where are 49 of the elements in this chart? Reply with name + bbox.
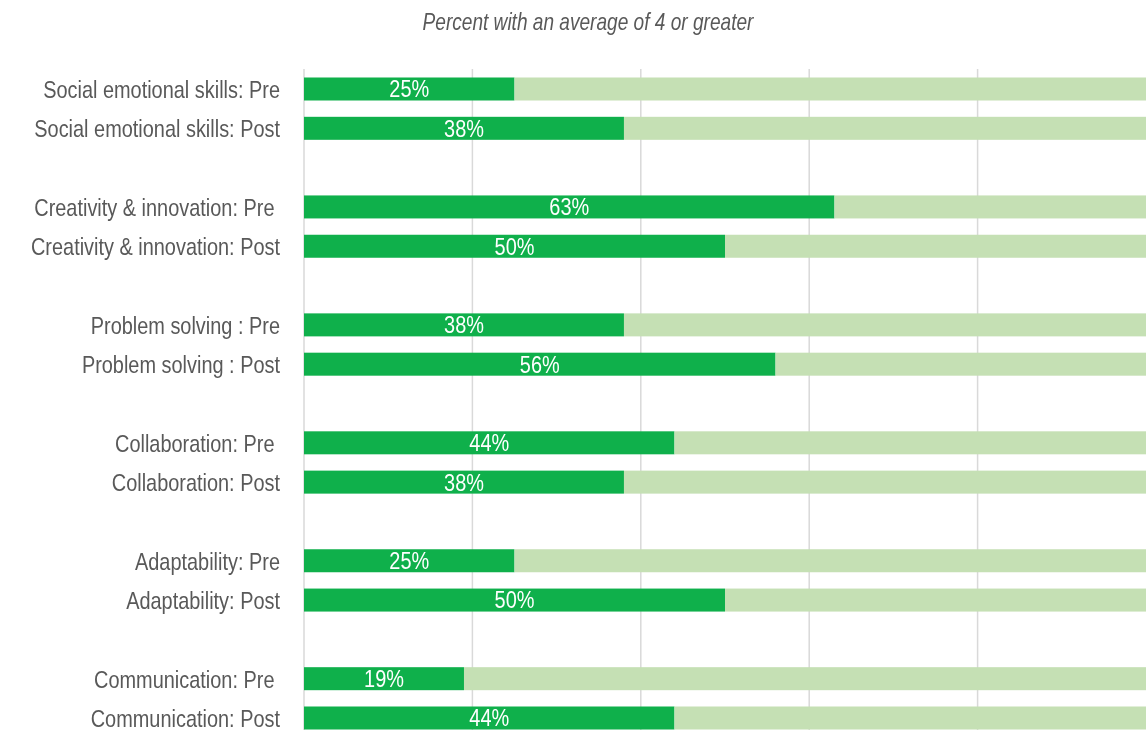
bar <box>304 77 515 101</box>
bar <box>304 234 725 258</box>
bar <box>725 588 1146 612</box>
bar <box>623 470 1146 494</box>
bar <box>725 234 1146 258</box>
bar <box>674 706 1146 730</box>
bar <box>304 116 624 140</box>
data-label: 38% <box>444 311 484 339</box>
data-label: 44% <box>469 429 510 457</box>
data-label: 56% <box>519 350 560 379</box>
y-tick-label: Adaptability: Pre <box>134 547 280 576</box>
bar <box>623 116 1146 140</box>
data-label: 50% <box>494 586 535 614</box>
data-label: 25% <box>389 75 430 103</box>
data-label: 38% <box>444 114 484 143</box>
y-tick-label: Creativity & innovation: Pre <box>34 194 280 222</box>
data-label: 25% <box>389 547 430 575</box>
bar <box>304 313 624 337</box>
bar <box>304 706 675 730</box>
bar <box>674 431 1146 455</box>
bar <box>775 352 1146 376</box>
y-tick-label: Problem solving : Pre <box>90 312 280 340</box>
bar <box>304 667 464 691</box>
bar <box>514 549 1146 573</box>
bar <box>304 431 675 455</box>
data-label: 63% <box>549 193 590 221</box>
data-label: 19% <box>364 665 404 693</box>
y-tick-label: Creativity & innovation: Post <box>30 233 280 261</box>
y-tick-label: Communication: Pre <box>94 665 280 694</box>
bar <box>304 588 725 612</box>
y-tick-label: Social emotional skills: Post <box>34 115 280 143</box>
bar <box>463 667 1146 691</box>
bar <box>304 352 776 376</box>
y-tick-label: Adaptability: Post <box>126 587 280 615</box>
data-label: 38% <box>444 468 484 496</box>
y-tick-label: Problem solving : Post <box>81 351 280 379</box>
y-tick-label: Collaboration: Pre <box>115 429 280 458</box>
data-label: 44% <box>469 704 510 730</box>
y-tick-label: Collaboration: Post <box>111 469 280 497</box>
bar <box>514 77 1146 101</box>
bar <box>304 549 515 573</box>
bar <box>834 195 1146 219</box>
y-tick-label: Social emotional skills: Pre <box>43 76 280 104</box>
bar <box>304 195 835 219</box>
y-tick-label: Communication: Post <box>90 705 280 730</box>
data-label: 50% <box>494 232 535 261</box>
chart-title: Percent with an average of 4 or greater <box>422 9 755 35</box>
bar <box>623 313 1146 337</box>
bar <box>304 470 624 494</box>
